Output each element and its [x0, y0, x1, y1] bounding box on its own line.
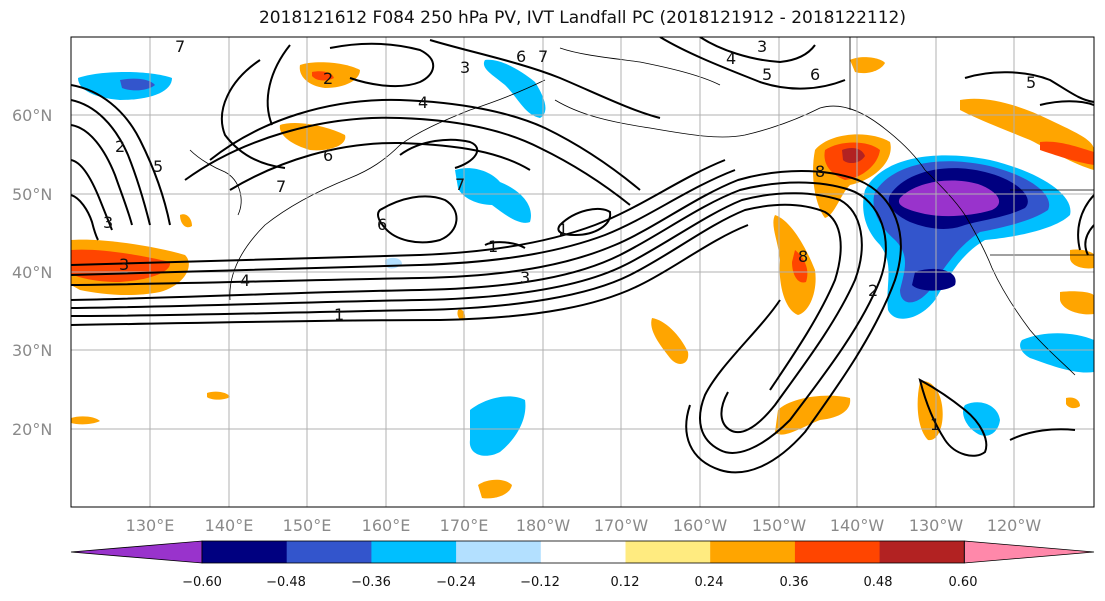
contour-label: 6 [810, 65, 820, 84]
lon-tick-label: 120°W [987, 516, 1042, 535]
contour-label: 2 [868, 281, 878, 300]
colorbar-tick-label: 0.60 [949, 575, 978, 590]
contour-label: 5 [1026, 73, 1036, 92]
contour-label: 2 [115, 137, 125, 156]
colorbar-tick-label: 0.48 [864, 575, 893, 590]
contour-label: 6 [516, 47, 526, 66]
colorbar-segment [540, 541, 626, 563]
contour-label: 7 [276, 177, 286, 196]
contour-label: 3 [119, 255, 129, 274]
lat-tick-label: 20°N [12, 420, 52, 439]
negative-anomaly-coast [912, 268, 956, 291]
lon-tick-label: 140°W [830, 516, 885, 535]
longitude-axis: 130°E 140°E 150°E 160°E 170°E 180°W 170°… [126, 516, 1042, 535]
contour-label: 3 [460, 58, 470, 77]
contour-label: 3 [757, 37, 767, 56]
colorbar-segment [879, 541, 965, 563]
lat-tick-label: 30°N [12, 341, 52, 360]
colorbar-tick-label: −0.24 [436, 575, 476, 590]
lon-tick-label: 170°W [594, 516, 649, 535]
contour-labels: 1 1 1 1 2 2 3 3 3 4 4 4 5 5 6 6 6 7 7 7 … [103, 37, 1036, 434]
colorbar-extend-high [963, 540, 1095, 564]
colorbar-extend-low [70, 540, 203, 564]
contour-label: 2 [323, 69, 333, 88]
contour-label: 7 [455, 175, 465, 194]
colorbar-tick-label: 0.36 [780, 575, 809, 590]
contour-label: 6 [323, 146, 333, 165]
contour-label: 8 [798, 247, 808, 266]
contour-label: 7 [175, 37, 185, 56]
pv-contours [71, 37, 1094, 474]
contour-label: 4 [240, 271, 250, 290]
colorbar-segment [794, 541, 881, 563]
lon-tick-label: 150°E [283, 516, 332, 535]
contour-label: 5 [762, 65, 772, 84]
colorbar-segment [456, 541, 542, 563]
contour-label: 4 [418, 93, 428, 112]
lon-tick-label: 180°W [516, 516, 571, 535]
lon-tick-label: 160°W [673, 516, 728, 535]
lon-tick-label: 130°E [126, 516, 175, 535]
negative-anomaly-ne-pacific-peak [898, 180, 1000, 217]
coastlines [189, 37, 1094, 376]
lon-tick-label: 170°E [440, 516, 489, 535]
lon-tick-label: 130°W [909, 516, 964, 535]
colorbar-tick-label: −0.60 [182, 575, 222, 590]
gridlines [71, 37, 1094, 507]
contour-label: 7 [538, 47, 548, 66]
contour-label: 1 [334, 305, 344, 324]
colorbar [70, 540, 1095, 564]
latitude-axis: 60°N 50°N 40°N 30°N 20°N [12, 106, 52, 439]
contour-label: 3 [520, 268, 530, 287]
colorbar-tick-label: 0.12 [611, 575, 640, 590]
lat-tick-label: 40°N [12, 263, 52, 282]
contour-label: 4 [726, 49, 736, 68]
contour-label: 1 [930, 415, 940, 434]
lon-tick-label: 140°E [205, 516, 254, 535]
lon-tick-label: 150°W [752, 516, 807, 535]
contour-label: 8 [815, 162, 825, 181]
contour-label: 1 [558, 220, 568, 239]
colorbar-tick-label: 0.24 [695, 575, 724, 590]
lat-tick-label: 60°N [12, 106, 52, 125]
colorbar-segment [625, 541, 711, 563]
colorbar-tick-label: −0.36 [351, 575, 391, 590]
colorbar-segment [710, 541, 796, 563]
contour-label: 5 [153, 157, 163, 176]
map-title: 2018121612 F084 250 hPa PV, IVT Landfall… [258, 8, 906, 28]
colorbar-tick-label: −0.48 [266, 575, 306, 590]
colorbar-tick-label: −0.12 [520, 575, 560, 590]
contour-label: 6 [377, 215, 387, 234]
colorbar-labels: −0.60 −0.48 −0.36 −0.24 −0.12 0.12 0.24 … [182, 575, 977, 590]
colorbar-frame [201, 540, 965, 564]
contour-label: 3 [103, 213, 113, 232]
contour-label: 1 [488, 237, 498, 256]
lon-tick-label: 160°E [362, 516, 411, 535]
lat-tick-label: 50°N [12, 185, 52, 204]
colorbar-segment [371, 541, 457, 563]
colorbar-segment [286, 541, 372, 563]
map-frame [70, 36, 1095, 508]
colorbar-segment [202, 541, 288, 563]
